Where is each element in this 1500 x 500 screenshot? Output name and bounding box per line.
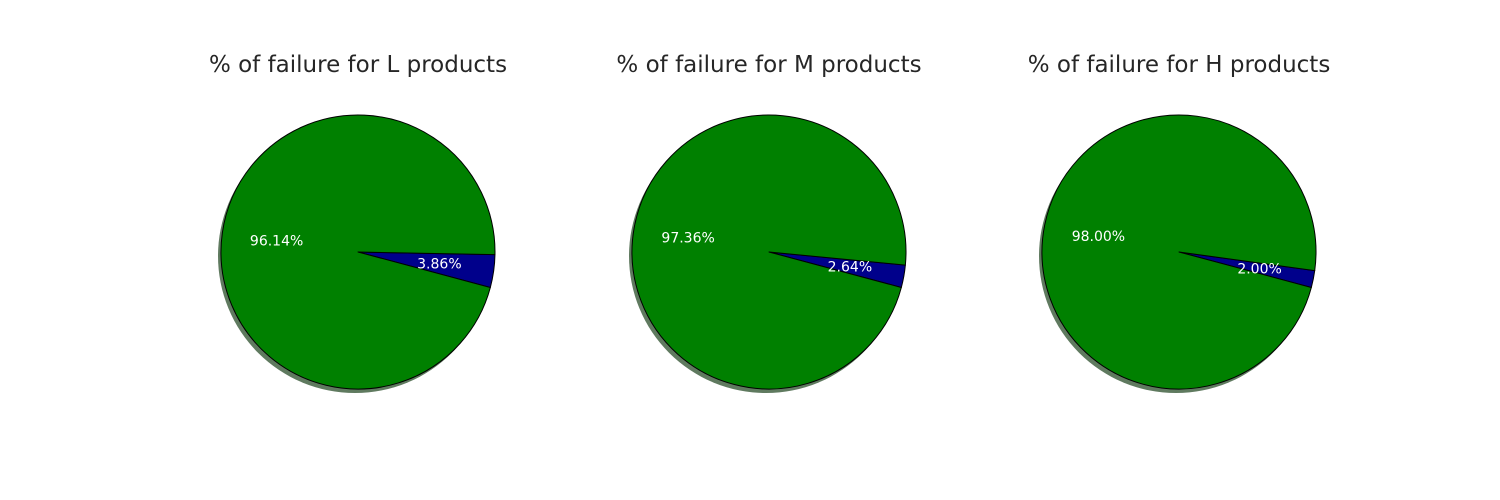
chart-title-l: % of failure for L products bbox=[209, 52, 507, 78]
pie-label-l-0: 3.86% bbox=[417, 257, 461, 273]
pie-label-m-1: 97.36% bbox=[661, 230, 714, 246]
pie-label-h-1: 98.00% bbox=[1072, 229, 1125, 245]
pie-label-h-0: 2.00% bbox=[1237, 261, 1281, 277]
pie-chart-l: % of failure for L products 3.86% 96.14% bbox=[209, 52, 507, 393]
chart-title-m: % of failure for M products bbox=[616, 52, 921, 78]
pie-slice-m-1 bbox=[631, 114, 907, 390]
pie-label-m-0: 2.64% bbox=[828, 260, 872, 276]
pie-label-l-1: 96.14% bbox=[250, 233, 303, 249]
pie-chart-m: % of failure for M products 2.64% 97.36% bbox=[616, 52, 922, 393]
pie-slice-l-1 bbox=[220, 114, 496, 390]
pie-chart-h: % of failure for H products 2.00% 98.00% bbox=[1028, 52, 1331, 393]
chart-title-h: % of failure for H products bbox=[1028, 52, 1331, 78]
pie-slice-h-1 bbox=[1041, 114, 1317, 390]
